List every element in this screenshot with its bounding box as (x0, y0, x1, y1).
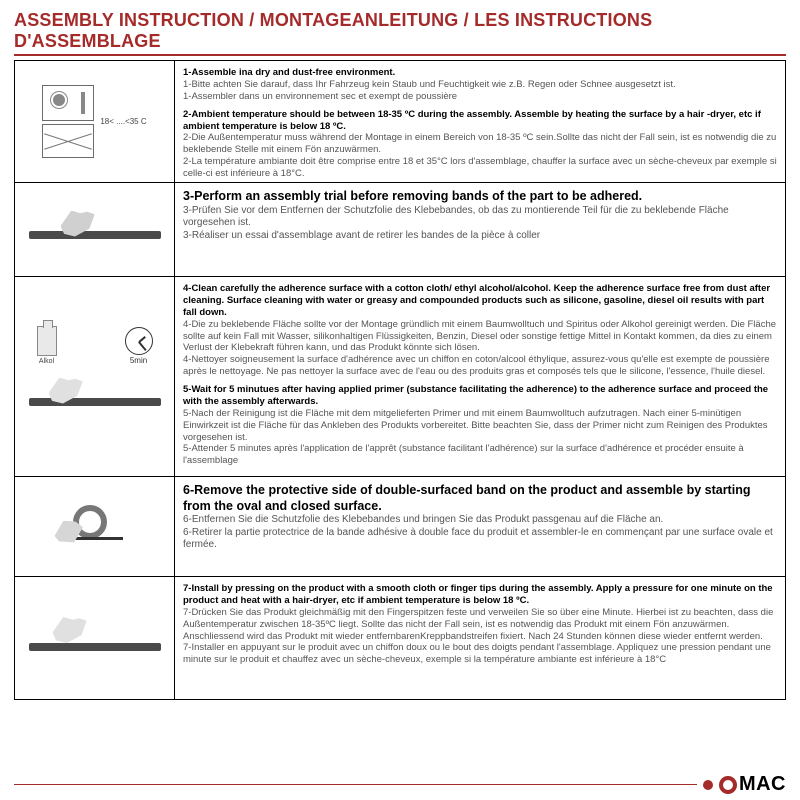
footer: MAC (14, 773, 786, 796)
step4-fr: 4-Nettoyer soigneusement la surface d'ad… (183, 354, 777, 378)
step2-fr: 2-La température ambiante doit être comp… (183, 156, 777, 180)
instruction-table: 18< ....<35 C 1-Assemble ina dry and dus… (14, 60, 786, 700)
step-row-1-2: 18< ....<35 C 1-Assemble ina dry and dus… (15, 61, 785, 183)
clock-icon (125, 327, 153, 355)
step7-en: 7-Install by pressing on the product wit… (183, 583, 777, 607)
step4-de: 4-Die zu beklebende Fläche sollte vor de… (183, 319, 777, 355)
step3-de: 3-Prüfen Sie vor dem Entfernen der Schut… (183, 205, 777, 230)
hand-wipe-icon (25, 368, 165, 426)
bottle-clock-icon: Alkol 5min (25, 328, 165, 364)
step-row-3: 3-Perform an assembly trial before remov… (15, 183, 785, 277)
hand-press-icon (25, 603, 165, 673)
header: ASSEMBLY INSTRUCTION / MONTAGEANLEITUNG … (14, 10, 786, 56)
no-snow-icon (42, 124, 94, 158)
step5-en: 5-Wait for 5 minutues after having appli… (183, 384, 777, 408)
step7-fr: 7-Installer en appuyant sur le produit a… (183, 642, 777, 666)
step5-de: 5-Nach der Reinigung ist die Fläche mit … (183, 408, 777, 444)
illustration-trial (15, 183, 175, 276)
step3-en: 3-Perform an assembly trial before remov… (183, 189, 777, 205)
step-row-4-5: Alkol 5min 4-Clean carefully the adheren… (15, 277, 785, 477)
page-title: ASSEMBLY INSTRUCTION / MONTAGEANLEITUNG … (14, 10, 786, 52)
step6-de: 6-Entfernen Sie die Schutzfolie des Kleb… (183, 514, 777, 527)
logo-text: MAC (739, 773, 786, 796)
step-text-4-5: 4-Clean carefully the adherence surface … (175, 277, 785, 476)
step6-fr: 6-Retirer la partie protectrice de la ba… (183, 527, 777, 552)
footer-dot-icon (703, 780, 713, 790)
illustration-environment: 18< ....<35 C (15, 61, 175, 182)
step7-de: 7-Drücken Sie das Produkt gleichmäßig mi… (183, 607, 777, 643)
step5-fr: 5-Attender 5 minutes après l'application… (183, 443, 777, 467)
step-row-7: 7-Install by pressing on the product wit… (15, 577, 785, 699)
logo-o-icon (719, 776, 737, 794)
illustration-clean: Alkol 5min (15, 277, 175, 476)
step2-en: 2-Ambient temperature should be between … (183, 109, 777, 133)
step1-en: 1-Assemble ina dry and dust-free environ… (183, 67, 777, 79)
sun-thermometer-icon (42, 85, 94, 121)
step-text-7: 7-Install by pressing on the product wit… (175, 577, 785, 699)
step-text-1-2: 1-Assemble ina dry and dust-free environ… (175, 61, 785, 182)
step3-fr: 3-Réaliser un essai d'assemblage avant d… (183, 230, 777, 243)
title-underline (14, 54, 786, 56)
alcohol-bottle-icon (37, 326, 57, 356)
step6-en: 6-Remove the protective side of double-s… (183, 483, 777, 514)
step1-de: 1-Bitte achten Sie darauf, dass Ihr Fahr… (183, 79, 777, 91)
step4-en: 4-Clean carefully the adherence surface … (183, 283, 777, 319)
clock-label: 5min (130, 356, 147, 365)
step1-fr: 1-Assembler dans un environnement sec et… (183, 91, 777, 103)
hand-bar-icon (25, 201, 165, 259)
illustration-press (15, 577, 175, 699)
temp-range-label: 18< ....<35 C (100, 117, 146, 126)
illustration-tape (15, 477, 175, 576)
step-text-6: 6-Remove the protective side of double-s… (175, 477, 785, 576)
footer-line (14, 784, 697, 785)
step2-de: 2-Die Außentemperatur muss während der M… (183, 132, 777, 156)
brand-logo: MAC (719, 773, 786, 796)
bottle-label: Alkol (39, 358, 54, 365)
tape-peel-icon (55, 497, 135, 557)
step-row-6: 6-Remove the protective side of double-s… (15, 477, 785, 577)
step-text-3: 3-Perform an assembly trial before remov… (175, 183, 785, 276)
